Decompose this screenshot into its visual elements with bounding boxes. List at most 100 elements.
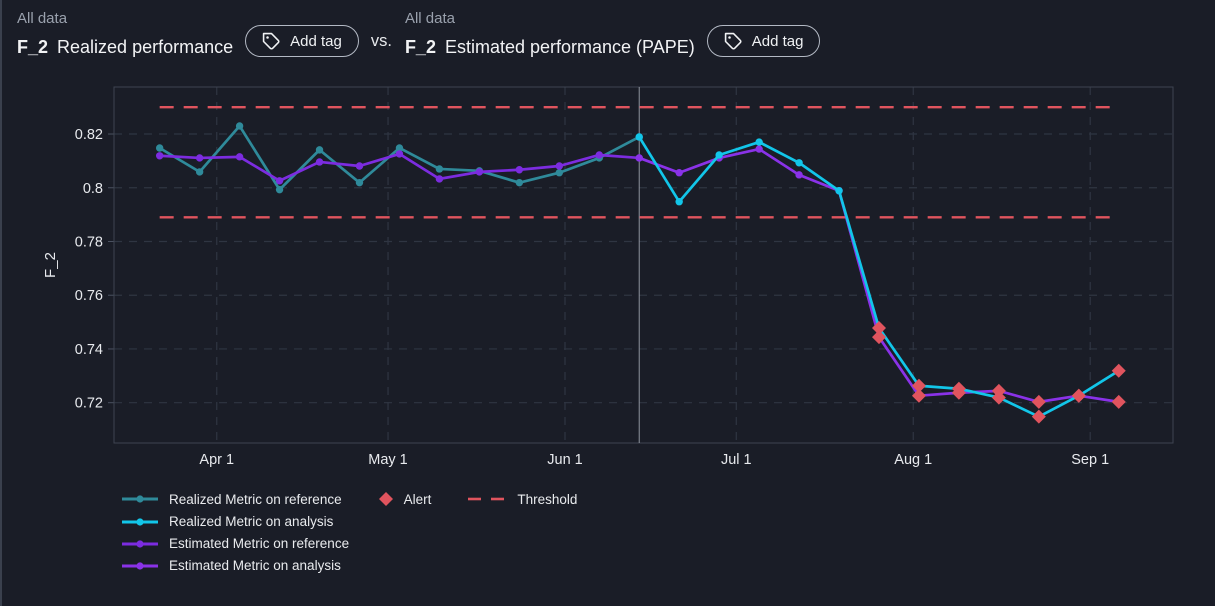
data-point-estimated-metric-on-reference[interactable] — [435, 175, 444, 183]
alert-diamond[interactable] — [1031, 394, 1046, 409]
data-point-realized-metric-on-analysis[interactable] — [795, 159, 803, 167]
x-tick-label: Jun 1 — [547, 452, 582, 468]
plot-border — [113, 86, 1174, 444]
legend-row: Estimated Metric on reference — [121, 536, 1215, 551]
legend-label: Estimated Metric on analysis — [169, 558, 341, 573]
y-tick-label: 0.78 — [75, 234, 103, 250]
alert-diamond[interactable] — [1071, 388, 1086, 403]
data-point-estimated-metric-on-reference[interactable] — [595, 151, 603, 159]
y-tick-label: 0.72 — [75, 396, 103, 412]
alert-diamond[interactable] — [1111, 363, 1126, 378]
y-axis-title: F_2 — [42, 252, 59, 278]
data-point-realized-metric-on-analysis[interactable] — [715, 151, 723, 159]
y-tick-label: 0.8 — [83, 181, 103, 197]
data-point-realized-metric-on-analysis[interactable] — [755, 138, 763, 146]
alert-diamond[interactable] — [871, 330, 886, 345]
data-point-realized-metric-on-reference[interactable] — [275, 185, 284, 194]
x-tick-label: Jul 1 — [721, 452, 752, 468]
data-point-estimated-metric-on-analysis[interactable] — [755, 145, 763, 153]
legend-line-icon — [122, 495, 158, 503]
tag-icon — [262, 32, 280, 50]
data-point-realized-metric-on-reference[interactable] — [155, 144, 164, 152]
data-point-realized-metric-on-analysis[interactable] — [635, 133, 643, 141]
data-point-estimated-metric-on-reference[interactable] — [155, 152, 164, 160]
legend-item-threshold[interactable]: Threshold — [467, 492, 577, 507]
data-point-realized-metric-on-analysis[interactable] — [835, 187, 843, 195]
legend-item-realized-metric-on-analysis[interactable]: Realized Metric on analysis — [121, 514, 333, 529]
data-point-realized-metric-on-reference[interactable] — [555, 169, 563, 177]
dataset-label-left: All data — [17, 10, 68, 27]
data-point-realized-metric-on-reference[interactable] — [235, 122, 244, 130]
data-point-realized-metric-on-reference[interactable] — [435, 165, 444, 173]
legend-label: Realized Metric on analysis — [169, 514, 334, 529]
data-point-estimated-metric-on-reference[interactable] — [315, 158, 324, 166]
metric-name-right: F_2 — [404, 37, 436, 57]
add-tag-label-left: Add tag — [290, 32, 342, 50]
alert-diamond[interactable] — [1111, 394, 1126, 409]
legend-item-estimated-metric-on-analysis[interactable]: Estimated Metric on analysis — [121, 558, 341, 573]
alert-diamond[interactable] — [871, 321, 886, 336]
metric-subtitle-left: Realized performance — [57, 37, 234, 57]
data-point-realized-metric-on-analysis[interactable] — [675, 198, 683, 206]
data-point-estimated-metric-on-reference[interactable] — [395, 150, 404, 158]
vs-label: vs. — [370, 32, 392, 50]
data-point-realized-metric-on-reference[interactable] — [355, 178, 364, 187]
alert-diamond[interactable] — [991, 390, 1006, 405]
metric-name-left: F_2 — [17, 37, 49, 57]
x-tick-label: Aug 1 — [894, 452, 932, 468]
data-point-estimated-metric-on-reference[interactable] — [515, 166, 524, 174]
legend-row: Realized Metric on reference Alert Thresho… — [121, 491, 1215, 507]
card-left-divider — [0, 0, 2, 606]
series-line-realized-metric-on-analysis — [637, 135, 1121, 419]
data-point-estimated-metric-on-analysis[interactable] — [795, 171, 803, 179]
right-metric-header: All data F_2 Estimated performance (PAPE) — [405, 10, 695, 59]
data-point-estimated-metric-on-analysis[interactable] — [635, 154, 643, 162]
series-line-estimated-metric-on-reference — [158, 152, 641, 183]
add-tag-button-right[interactable]: Add tag — [706, 25, 821, 57]
add-tag-label-right: Add tag — [751, 32, 804, 50]
legend-row: Realized Metric on analysis — [121, 514, 1215, 529]
data-point-estimated-metric-on-reference[interactable] — [355, 162, 364, 170]
data-point-estimated-metric-on-reference[interactable] — [555, 162, 563, 170]
data-point-estimated-metric-on-analysis[interactable] — [675, 169, 683, 177]
x-tick-label: May 1 — [368, 452, 408, 468]
threshold-dash-icon — [468, 497, 505, 501]
legend-line-icon — [122, 517, 158, 526]
alert-diamond[interactable] — [1031, 409, 1046, 424]
legend-item-alert[interactable]: Alert — [378, 491, 432, 507]
legend-line-icon — [122, 539, 158, 548]
data-point-estimated-metric-on-reference[interactable] — [275, 177, 284, 185]
y-tick-label: 0.74 — [75, 342, 103, 358]
alert-diamond[interactable] — [911, 388, 926, 403]
data-point-estimated-metric-on-reference[interactable] — [195, 154, 204, 162]
legend-item-estimated-metric-on-reference[interactable]: Estimated Metric on reference — [121, 536, 349, 551]
data-point-realized-metric-on-reference[interactable] — [195, 168, 204, 176]
legend-label: Realized Metric on reference — [169, 491, 342, 507]
tag-icon — [724, 32, 742, 50]
chart-legend: Realized Metric on reference Alert Thresho… — [121, 491, 1215, 573]
alert-diamond-icon — [378, 492, 393, 506]
series-line-estimated-metric-on-analysis — [637, 147, 1121, 404]
alert-diamond[interactable] — [911, 378, 926, 393]
left-metric-header: All data F_2 Realized performance — [17, 10, 233, 59]
dataset-label-right: All data — [404, 10, 455, 27]
data-point-estimated-metric-on-reference[interactable] — [475, 168, 484, 176]
data-point-realized-metric-on-reference[interactable] — [395, 144, 404, 152]
legend-label: Threshold — [517, 491, 578, 507]
metric-title-left: F_2 Realized performance — [17, 35, 233, 59]
legend-label: Estimated Metric on reference — [169, 536, 350, 551]
legend-item-realized-metric-on-reference[interactable]: Realized Metric on reference — [121, 492, 342, 507]
data-point-estimated-metric-on-reference[interactable] — [235, 153, 244, 161]
y-tick-label: 0.76 — [75, 288, 103, 304]
alert-diamond[interactable] — [951, 381, 966, 396]
metric-subtitle-right: Estimated performance (PAPE) — [444, 37, 695, 57]
data-point-realized-metric-on-reference[interactable] — [515, 178, 524, 187]
legend-line-icon — [122, 561, 158, 570]
chart-canvas: 0.72 0.74 0.76 0.78 0.8 0.82 Apr 1 May 1 Jun 1 Ju… — [42, 86, 1174, 468]
add-tag-button-left[interactable]: Add tag — [245, 25, 359, 57]
x-tick-label: Apr 1 — [199, 452, 234, 468]
chart-header: All data F_2 Realized performance Add tag… — [0, 0, 1215, 85]
data-point-realized-metric-on-reference[interactable] — [315, 146, 324, 154]
performance-chart[interactable]: 0.72 0.74 0.76 0.78 0.8 0.82 Apr 1 May 1 Jun 1 Ju… — [0, 85, 1215, 475]
legend-label: Alert — [403, 491, 432, 507]
